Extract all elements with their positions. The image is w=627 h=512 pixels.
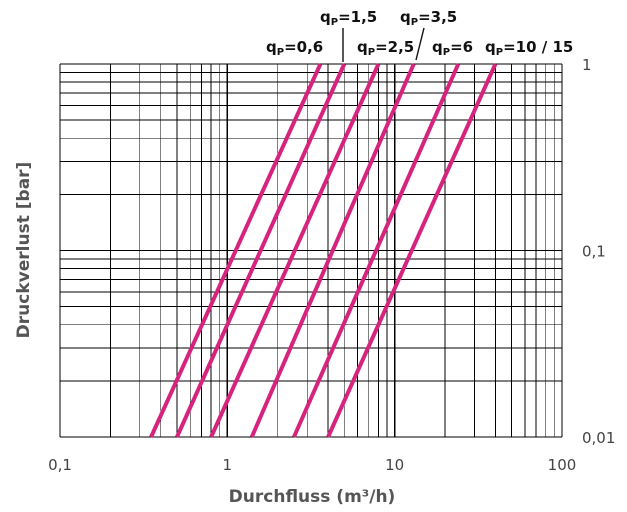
series-labels: qP=0,6 qP=1,5 qP=2,5 qP=3,5 qP=6 qP=10 / 15 xyxy=(266,8,573,62)
series-line xyxy=(209,63,381,438)
label-leader-line xyxy=(415,27,425,61)
series-line xyxy=(149,63,323,438)
y-axis-title: Druckverlust [bar] xyxy=(14,162,34,339)
series-line xyxy=(249,63,416,438)
x-axis-title: Durchfluss (m³/h) xyxy=(229,487,396,507)
series-line xyxy=(292,63,461,438)
x-tick-label: 1 xyxy=(223,456,233,474)
x-tick-label: 100 xyxy=(548,456,577,474)
series-label: qP=6 xyxy=(432,38,473,58)
x-tick-labels: 0,1 1 10 100 xyxy=(48,456,576,474)
series-label: qP=0,6 xyxy=(266,38,323,58)
series-label: qP=1,5 xyxy=(320,8,377,28)
y-tick-label: 0,1 xyxy=(582,243,606,261)
series-line xyxy=(326,63,498,438)
series-label: qP=2,5 xyxy=(357,38,414,58)
grid xyxy=(59,63,563,438)
series-lines xyxy=(149,63,498,438)
series-label: qP=10 / 15 xyxy=(485,38,573,58)
y-tick-labels: 1 0,1 0,01 xyxy=(582,56,615,447)
y-tick-label: 1 xyxy=(582,56,592,74)
x-tick-label: 10 xyxy=(385,456,404,474)
x-tick-label: 0,1 xyxy=(48,456,72,474)
series-line xyxy=(175,63,347,438)
y-tick-label: 0,01 xyxy=(582,429,615,447)
series-label: qP=3,5 xyxy=(400,8,457,28)
